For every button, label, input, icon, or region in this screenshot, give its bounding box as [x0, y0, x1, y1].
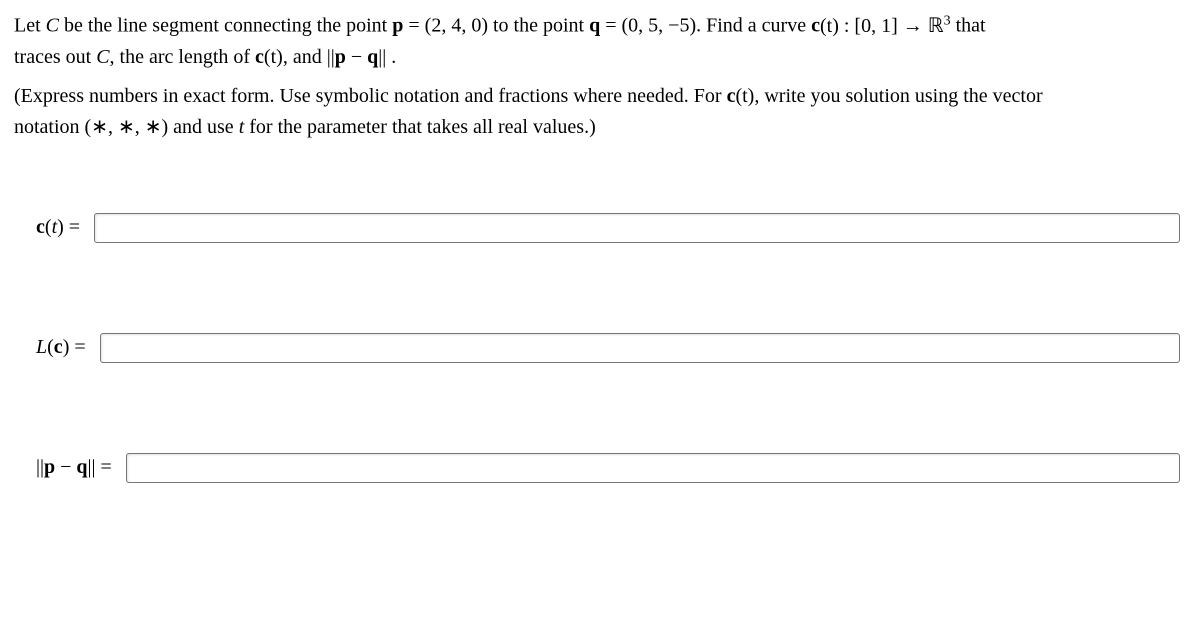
vec-p: p [392, 15, 403, 37]
answer-row-lc: L(c) = [14, 333, 1186, 363]
vec-q: q [589, 15, 600, 37]
input-lc[interactable] [100, 333, 1180, 363]
norm-open: || [327, 46, 335, 68]
q-value: (0, 5, −5) [622, 15, 697, 37]
paren-open: ( [47, 336, 54, 358]
hint-text: notation (∗, ∗, ∗) and use [14, 116, 239, 138]
label-pq: ||p − q|| = [36, 456, 112, 479]
text: to the point [488, 15, 589, 37]
problem-line-1: Let C be the line segment connecting the… [14, 10, 1186, 73]
paren-open: ( [45, 216, 52, 238]
vec-p: p [335, 46, 346, 68]
label-lc: L(c) = [36, 336, 86, 359]
minus: − [55, 456, 76, 478]
vec-q: q [367, 46, 378, 68]
text: (t) : [0, 1] → ℝ3 [820, 15, 951, 37]
norm-close-eq: || = [88, 456, 112, 478]
vec-c: c [255, 46, 264, 68]
minus: − [346, 46, 367, 68]
var-C: C [46, 15, 59, 37]
hint-text: (t), write you solution using the vector [735, 85, 1042, 107]
problem-hint: (Express numbers in exact form. Use symb… [14, 81, 1186, 143]
var-L: L [36, 336, 47, 358]
vec-c: c [54, 336, 63, 358]
question-page: Let C be the line segment connecting the… [0, 0, 1200, 493]
text: , the arc length of [110, 46, 256, 68]
var-C: C [96, 46, 109, 68]
label-ct: c(t) = [36, 216, 80, 239]
paren-close-eq: ) = [57, 216, 80, 238]
vec-p: p [44, 456, 55, 478]
answers-section: c(t) = L(c) = ||p − q|| = [14, 213, 1186, 483]
paren-close-eq: ) = [63, 336, 86, 358]
text: (t) [264, 46, 283, 68]
input-ct[interactable] [94, 213, 1180, 243]
p-value: (2, 4, 0) [425, 15, 488, 37]
answer-row-pq: ||p − q|| = [14, 453, 1186, 483]
real-symbol: ℝ [928, 15, 944, 37]
text: = [600, 15, 621, 37]
text: , and [283, 46, 327, 68]
text: . Find a curve [696, 15, 811, 37]
c-of-t-rest: (t) : [0, 1] → [820, 15, 928, 37]
vec-q: q [76, 456, 87, 478]
norm-open: || [36, 456, 44, 478]
text: Let [14, 15, 46, 37]
period: . [386, 46, 396, 68]
vec-c: c [36, 216, 45, 238]
hint-text: (Express numbers in exact form. Use symb… [14, 85, 727, 107]
text: that [951, 15, 986, 37]
text: traces out [14, 46, 96, 68]
text: be the line segment connecting the point [59, 15, 392, 37]
text: = [403, 15, 424, 37]
answer-row-ct: c(t) = [14, 213, 1186, 243]
hint-text: for the parameter that takes all real va… [244, 116, 596, 138]
real-exponent: 3 [944, 13, 951, 28]
vec-c: c [811, 15, 820, 37]
input-pq[interactable] [126, 453, 1180, 483]
problem-statement: Let C be the line segment connecting the… [14, 10, 1186, 143]
